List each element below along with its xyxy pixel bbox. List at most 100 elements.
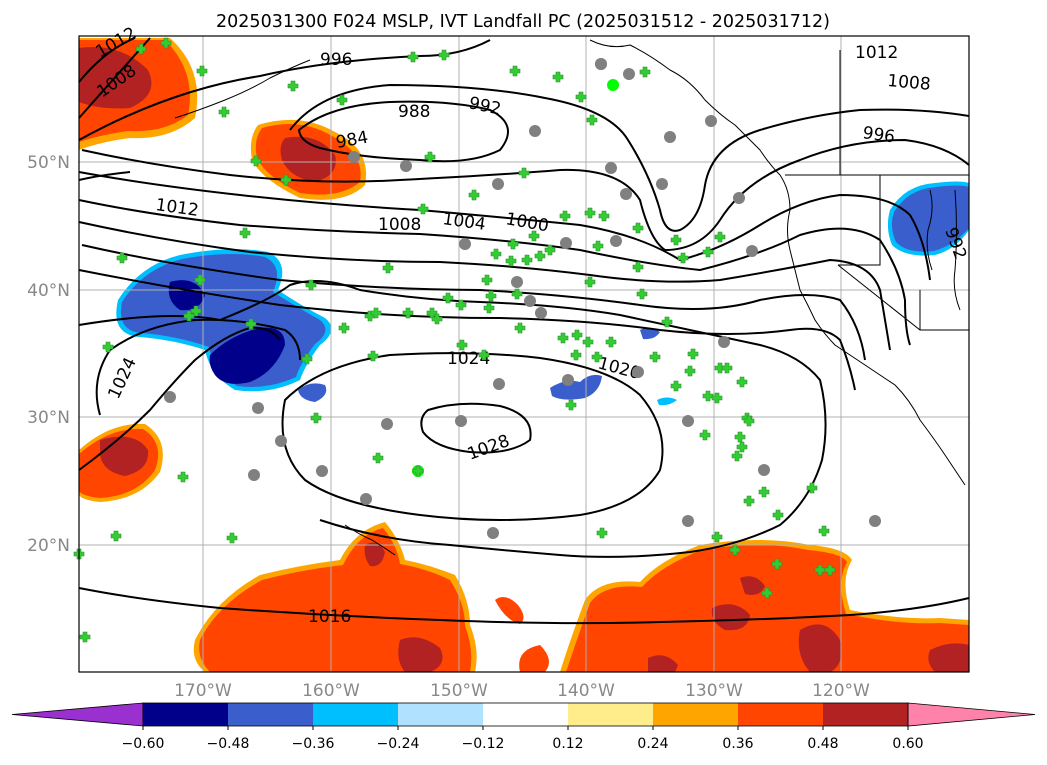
station-circle-marker xyxy=(664,131,676,143)
station-plus-marker xyxy=(702,246,714,258)
station-plus-marker xyxy=(731,450,743,462)
station-plus-marker xyxy=(596,527,608,539)
lat-label: 50°N xyxy=(27,153,70,173)
station-circle-marker xyxy=(492,178,504,190)
station-circle-marker xyxy=(682,515,694,527)
station-plus-marker xyxy=(570,349,582,361)
station-plus-marker xyxy=(711,531,723,543)
station-circle-marker xyxy=(381,418,393,430)
station-plus-marker xyxy=(557,332,569,344)
station-circle-marker xyxy=(400,160,412,172)
map-frame xyxy=(78,35,970,673)
station-plus-marker xyxy=(684,365,696,377)
station-plus-marker xyxy=(483,302,495,314)
station-plus-marker xyxy=(575,91,587,103)
station-circle-marker xyxy=(733,192,745,204)
station-circle-marker xyxy=(620,188,632,200)
station-plus-marker xyxy=(586,114,598,126)
station-plus-marker xyxy=(758,486,770,498)
lon-label: 120°W xyxy=(812,681,870,701)
station-plus-marker xyxy=(490,248,502,260)
station-plus-marker xyxy=(661,316,673,328)
station-plus-marker xyxy=(239,227,251,239)
station-circle-marker xyxy=(746,245,758,257)
colorbar-tick-label: 0.48 xyxy=(807,736,838,752)
station-circle-marker xyxy=(252,402,264,414)
station-plus-marker xyxy=(183,310,195,322)
station-plus-marker xyxy=(729,544,741,556)
station-circle-marker xyxy=(360,493,372,505)
station-plus-marker xyxy=(806,482,818,494)
station-plus-marker xyxy=(102,341,114,353)
station-plus-marker xyxy=(509,65,521,77)
colorbar-segment xyxy=(738,703,823,726)
station-plus-marker xyxy=(478,349,490,361)
station-plus-marker xyxy=(598,210,610,222)
station-plus-marker xyxy=(177,471,189,483)
station-plus-marker xyxy=(565,399,577,411)
station-circle-marker xyxy=(705,115,717,127)
station-plus-marker xyxy=(310,412,322,424)
station-plus-marker xyxy=(518,167,530,179)
station-plus-marker xyxy=(79,631,91,643)
station-circle-marker xyxy=(869,515,881,527)
station-plus-marker xyxy=(160,37,172,49)
station-plus-marker xyxy=(481,274,493,286)
station-markers xyxy=(73,37,881,643)
station-plus-marker xyxy=(402,307,414,319)
station-circle-marker xyxy=(316,465,328,477)
station-plus-marker xyxy=(670,380,682,392)
colorbar-tick-label: 0.36 xyxy=(722,736,753,752)
station-plus-marker xyxy=(582,336,594,348)
station-circle-marker xyxy=(632,366,644,378)
station-plus-marker xyxy=(407,51,419,63)
station-plus-marker xyxy=(772,509,784,521)
colorbar-segment xyxy=(483,703,568,726)
station-plus-marker xyxy=(110,530,122,542)
lon-label: 130°W xyxy=(685,681,743,701)
station-plus-marker xyxy=(245,318,257,330)
station-circle-marker xyxy=(535,307,547,319)
station-plus-marker xyxy=(736,441,748,453)
station-plus-marker xyxy=(528,230,540,242)
lat-label: 30°N xyxy=(27,408,70,428)
station-plus-marker xyxy=(721,362,733,374)
station-plus-marker xyxy=(584,276,596,288)
station-plus-marker xyxy=(468,189,480,201)
station-plus-marker xyxy=(514,322,526,334)
station-plus-marker xyxy=(584,207,596,219)
lon-label: 140°W xyxy=(557,681,615,701)
station-plus-marker xyxy=(135,43,147,55)
isobars xyxy=(78,37,970,625)
station-circle-marker xyxy=(656,178,668,190)
station-plus-marker xyxy=(559,210,571,222)
colorbar-tick-label: −0.12 xyxy=(462,736,505,752)
station-plus-marker xyxy=(196,65,208,77)
station-plus-marker xyxy=(711,392,723,404)
station-circle-marker xyxy=(487,527,499,539)
station-plus-marker xyxy=(571,329,583,341)
colorbar-extend-high xyxy=(907,702,1036,727)
station-circle-marker xyxy=(610,235,622,247)
station-circle-marker xyxy=(511,276,523,288)
station-plus-marker xyxy=(226,532,238,544)
station-circle-marker xyxy=(595,58,607,70)
station-plus-marker xyxy=(636,288,648,300)
station-circle-marker xyxy=(164,391,176,403)
map-panel: 1012 1008 996 988 992 984 1012 1008 1004… xyxy=(73,23,970,673)
station-plus-marker xyxy=(702,390,714,402)
lat-label: 40°N xyxy=(27,281,70,301)
station-plus-marker xyxy=(456,339,468,351)
station-plus-marker xyxy=(714,231,726,243)
station-plus-marker xyxy=(194,274,206,286)
station-plus-marker xyxy=(677,252,689,264)
colorbar: −0.60 −0.48 −0.36 −0.24 −0.12 0.12 0.24 0.36 0.4… xyxy=(11,702,1036,752)
station-plus-marker xyxy=(743,495,755,507)
station-plus-marker xyxy=(218,106,230,118)
station-plus-marker xyxy=(485,290,497,302)
station-plus-marker xyxy=(507,238,519,250)
lon-label: 160°W xyxy=(302,681,360,701)
station-plus-marker xyxy=(431,313,443,325)
station-plus-marker xyxy=(455,299,467,311)
